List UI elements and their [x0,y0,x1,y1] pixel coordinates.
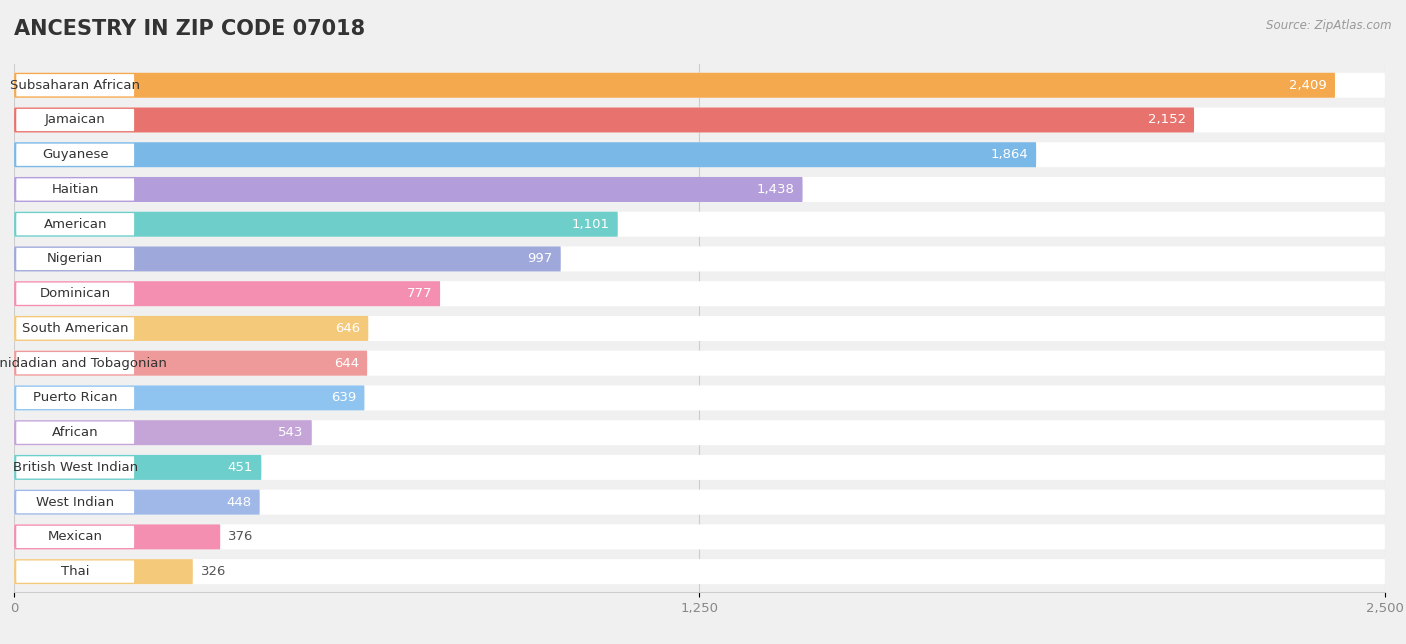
Text: American: American [44,218,107,231]
Text: ANCESTRY IN ZIP CODE 07018: ANCESTRY IN ZIP CODE 07018 [14,19,366,39]
FancyBboxPatch shape [17,109,134,131]
FancyBboxPatch shape [17,213,134,235]
FancyBboxPatch shape [17,387,134,409]
Text: 1,864: 1,864 [990,148,1028,161]
FancyBboxPatch shape [14,559,193,584]
FancyBboxPatch shape [14,420,312,445]
FancyBboxPatch shape [14,351,1385,375]
Text: Subsaharan African: Subsaharan African [10,79,141,91]
Text: African: African [52,426,98,439]
Text: 543: 543 [278,426,304,439]
Text: 326: 326 [201,565,226,578]
Text: Source: ZipAtlas.com: Source: ZipAtlas.com [1267,19,1392,32]
FancyBboxPatch shape [14,455,1385,480]
FancyBboxPatch shape [14,247,1385,272]
FancyBboxPatch shape [17,526,134,548]
Text: Jamaican: Jamaican [45,113,105,126]
FancyBboxPatch shape [14,212,1385,237]
FancyBboxPatch shape [14,559,1385,584]
FancyBboxPatch shape [14,385,1385,410]
Text: 777: 777 [406,287,432,300]
FancyBboxPatch shape [17,560,134,583]
FancyBboxPatch shape [14,73,1385,98]
Text: 2,152: 2,152 [1147,113,1185,126]
FancyBboxPatch shape [14,455,262,480]
FancyBboxPatch shape [17,178,134,200]
FancyBboxPatch shape [14,177,1385,202]
Text: Haitian: Haitian [52,183,98,196]
Text: 639: 639 [330,392,356,404]
FancyBboxPatch shape [17,283,134,305]
FancyBboxPatch shape [17,248,134,270]
FancyBboxPatch shape [17,144,134,166]
Text: West Indian: West Indian [37,496,114,509]
Text: British West Indian: British West Indian [13,461,138,474]
Text: Puerto Rican: Puerto Rican [32,392,118,404]
FancyBboxPatch shape [14,489,1385,515]
Text: 2,409: 2,409 [1289,79,1327,91]
Text: South American: South American [22,322,128,335]
FancyBboxPatch shape [14,420,1385,445]
Text: Trinidadian and Tobagonian: Trinidadian and Tobagonian [0,357,167,370]
Text: 646: 646 [335,322,360,335]
FancyBboxPatch shape [17,74,134,97]
Text: 451: 451 [228,461,253,474]
FancyBboxPatch shape [14,108,1385,133]
FancyBboxPatch shape [14,142,1385,167]
FancyBboxPatch shape [14,142,1036,167]
Text: Nigerian: Nigerian [48,252,103,265]
FancyBboxPatch shape [14,316,1385,341]
FancyBboxPatch shape [14,108,1194,133]
FancyBboxPatch shape [14,177,803,202]
FancyBboxPatch shape [14,524,221,549]
Text: 376: 376 [228,531,254,544]
FancyBboxPatch shape [14,73,1336,98]
Text: Mexican: Mexican [48,531,103,544]
Text: Thai: Thai [60,565,90,578]
FancyBboxPatch shape [14,281,1385,306]
FancyBboxPatch shape [14,489,260,515]
FancyBboxPatch shape [14,385,364,410]
Text: 1,101: 1,101 [572,218,610,231]
Text: 1,438: 1,438 [756,183,794,196]
Text: Guyanese: Guyanese [42,148,108,161]
FancyBboxPatch shape [17,317,134,339]
Text: Dominican: Dominican [39,287,111,300]
Text: 997: 997 [527,252,553,265]
Text: 644: 644 [333,357,359,370]
FancyBboxPatch shape [14,351,367,375]
FancyBboxPatch shape [14,212,617,237]
FancyBboxPatch shape [17,457,134,478]
Text: 448: 448 [226,496,252,509]
FancyBboxPatch shape [14,524,1385,549]
FancyBboxPatch shape [14,316,368,341]
FancyBboxPatch shape [14,281,440,306]
FancyBboxPatch shape [17,422,134,444]
FancyBboxPatch shape [14,247,561,272]
FancyBboxPatch shape [17,491,134,513]
FancyBboxPatch shape [17,352,134,374]
